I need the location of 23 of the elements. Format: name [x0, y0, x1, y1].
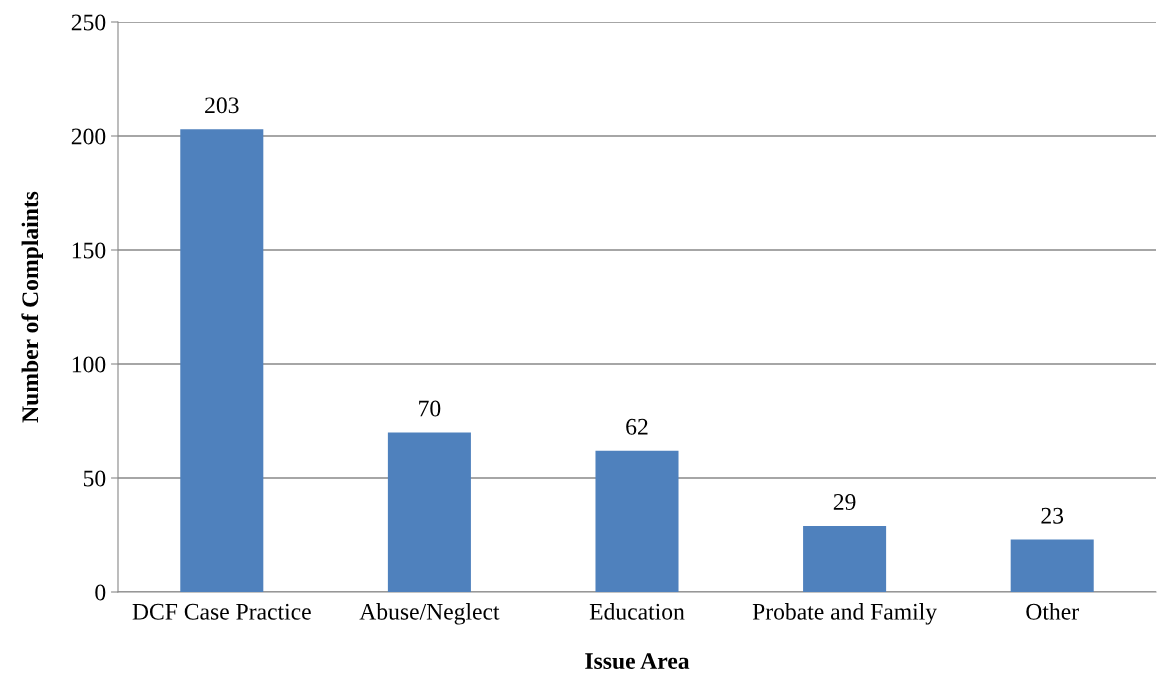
y-tick-label: 150	[72, 242, 106, 259]
bar	[595, 450, 679, 592]
y-tick-label: 50	[83, 470, 106, 487]
bar	[803, 525, 887, 592]
data-label: 29	[833, 494, 856, 510]
data-label: 203	[205, 97, 239, 114]
data-label: 62	[626, 418, 648, 435]
bar	[180, 129, 264, 592]
x-tick-label: Other	[1026, 603, 1079, 620]
y-tick-label: 200	[71, 128, 106, 145]
bar	[1010, 539, 1094, 592]
x-tick-label: Education	[589, 603, 685, 620]
x-tick-label: Probate and Family	[752, 603, 937, 625]
bar	[387, 432, 471, 592]
data-label: 70	[419, 400, 441, 417]
x-axis-title: Issue Area	[585, 653, 690, 670]
x-tick-label: DCF Case Practice	[132, 603, 311, 620]
y-tick-label: 0	[95, 584, 106, 601]
y-tick-label: 100	[72, 356, 106, 373]
y-tick-label: 250	[71, 14, 106, 31]
y-axis-title: Number of Complaints	[21, 191, 43, 423]
data-label: 23	[1041, 507, 1064, 524]
x-tick-label: Abuse/Neglect	[359, 603, 500, 625]
